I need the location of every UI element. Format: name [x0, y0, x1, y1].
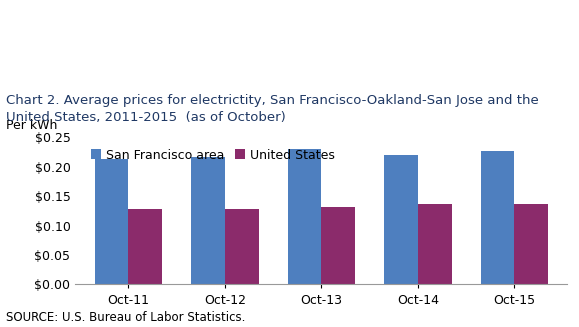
Bar	[514, 204, 548, 284]
Bar	[288, 149, 321, 284]
Legend: San Francisco area, United States: San Francisco area, United States	[86, 144, 340, 166]
Bar	[321, 207, 355, 284]
Text: SOURCE: U.S. Bureau of Labor Statistics.: SOURCE: U.S. Bureau of Labor Statistics.	[6, 311, 245, 324]
Text: Chart 2. Average prices for electrictity, San Francisco-Oakland-San Jose and the: Chart 2. Average prices for electrictity…	[6, 94, 538, 124]
Text: Per kWh: Per kWh	[6, 119, 57, 132]
Bar	[129, 209, 162, 284]
Bar	[94, 159, 129, 284]
Bar	[481, 151, 514, 284]
Bar	[384, 155, 418, 284]
Bar	[191, 157, 225, 284]
Bar	[418, 204, 452, 284]
Bar	[225, 209, 259, 284]
